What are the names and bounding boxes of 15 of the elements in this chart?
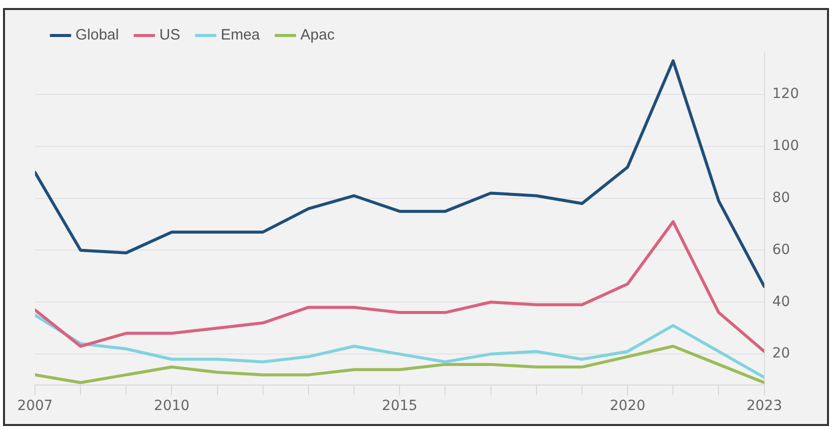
x-tick-label: 2015 bbox=[382, 398, 418, 414]
x-tick-label: 2023 bbox=[746, 398, 782, 414]
x-tick-label: 2007 bbox=[17, 398, 53, 414]
y-tick-label: 120 bbox=[772, 86, 800, 102]
y-tick-label: 40 bbox=[772, 294, 790, 310]
y-tick-label: 20 bbox=[772, 346, 790, 362]
legend-label: Apac bbox=[300, 26, 336, 44]
x-tick-label: 2020 bbox=[610, 398, 646, 414]
y-tick-label: 80 bbox=[772, 190, 790, 206]
legend-label: US bbox=[159, 26, 180, 44]
y-tick-label: 100 bbox=[772, 138, 800, 154]
legend-label: Emea bbox=[220, 26, 261, 44]
y-tick-label: 60 bbox=[772, 242, 790, 258]
legend-label: Global bbox=[76, 26, 119, 44]
x-tick-label: 2010 bbox=[154, 398, 190, 414]
